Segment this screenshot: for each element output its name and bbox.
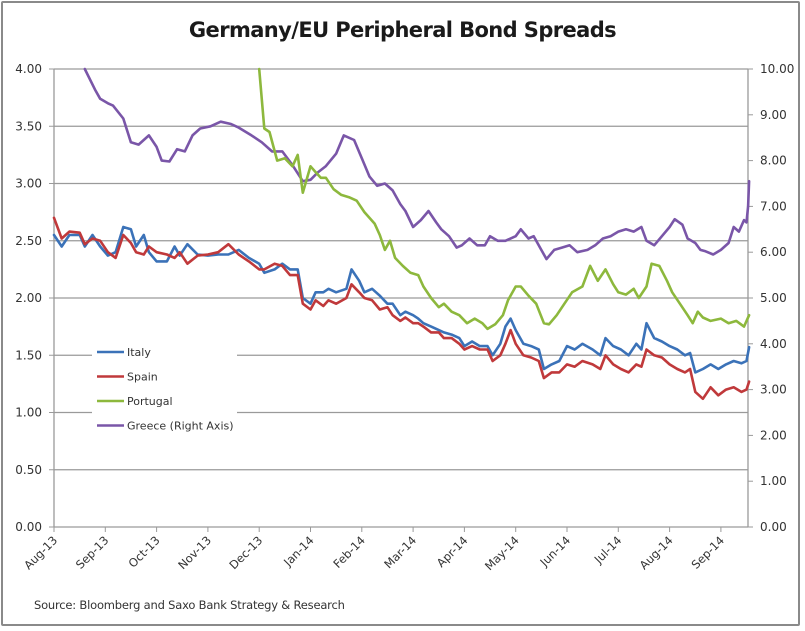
x-tick-label: Sep-14 [689, 533, 728, 572]
y-right-tick-label: 10.00 [760, 62, 794, 76]
x-tick-label: Nov-13 [175, 533, 214, 572]
y-left-tick-label: 4.00 [15, 62, 42, 76]
series-line-italy [52, 225, 751, 374]
axes [49, 68, 753, 532]
x-tick-label: Jun-14 [537, 533, 574, 570]
y-right-tick-label: 2.00 [760, 428, 787, 442]
series-lines [52, 67, 751, 401]
x-axis-labels: Aug-13 Sep-13 Oct-13 Nov-13 Dec-13 Jan-14 Feb-… [21, 533, 727, 573]
x-tick-label: Oct-13 [125, 533, 162, 570]
y-right-tick-label: 1.00 [760, 474, 787, 488]
legend-background [92, 340, 237, 440]
x-tick-label: Dec-13 [226, 533, 265, 572]
y-left-tick-label: 3.50 [15, 119, 42, 133]
chart-title: Germany/EU Peripheral Bond Spreads [188, 18, 617, 42]
y-right-tick-label: 9.00 [760, 108, 787, 122]
y-right-tick-label: 6.00 [760, 245, 787, 259]
y-right-tick-label: 4.00 [760, 337, 787, 351]
y-right-tick-label: 8.00 [760, 154, 787, 168]
x-tick-label: May-14 [482, 533, 522, 573]
y-right-tick-label: 0.00 [760, 520, 787, 534]
source-note: Source: Bloomberg and Saxo Bank Strategy… [34, 598, 345, 612]
y-right-tick-label: 5.00 [760, 291, 787, 305]
legend-label: Italy [127, 346, 151, 359]
x-tick-label: Sep-13 [73, 533, 112, 572]
x-tick-label: Apr-14 [434, 533, 471, 570]
gridlines [54, 68, 748, 471]
y-left-tick-label: 1.50 [15, 348, 42, 362]
legend-label: Greece (Right Axis) [127, 420, 234, 433]
series-line-greece [83, 67, 751, 261]
y-left-tick-label: 2.00 [15, 291, 42, 305]
legend: Italy Spain Portugal Greece (Right Axis) [97, 346, 234, 433]
y-left-tick-label: 0.00 [15, 520, 42, 534]
y-right-tick-label: 3.00 [760, 383, 787, 397]
x-tick-label: Mar-14 [381, 533, 419, 571]
y-right-tick-label: 7.00 [760, 199, 787, 213]
y-left-tick-label: 0.50 [15, 463, 42, 477]
series-line-spain [52, 216, 751, 401]
legend-label: Portugal [127, 395, 173, 408]
x-tick-label: Jan-14 [280, 533, 316, 569]
y-left-tick-label: 2.50 [15, 234, 42, 248]
x-tick-label: Aug-14 [637, 533, 676, 572]
x-tick-label: Feb-14 [330, 533, 368, 571]
legend-label: Spain [127, 371, 158, 384]
y-axis-right-labels: 0.00 1.00 2.00 3.00 4.00 5.00 6.00 7.00 8.00 9.00… [760, 62, 794, 534]
x-tick-label: Jul-14 [591, 533, 625, 567]
y-left-tick-label: 1.00 [15, 406, 42, 420]
y-axis-left-labels: 0.00 0.50 1.00 1.50 2.00 2.50 3.00 3.50 4.00 [15, 62, 42, 534]
y-left-tick-label: 3.00 [15, 177, 42, 191]
series-line-portugal [257, 67, 751, 331]
x-tick-label: Aug-13 [21, 533, 60, 572]
